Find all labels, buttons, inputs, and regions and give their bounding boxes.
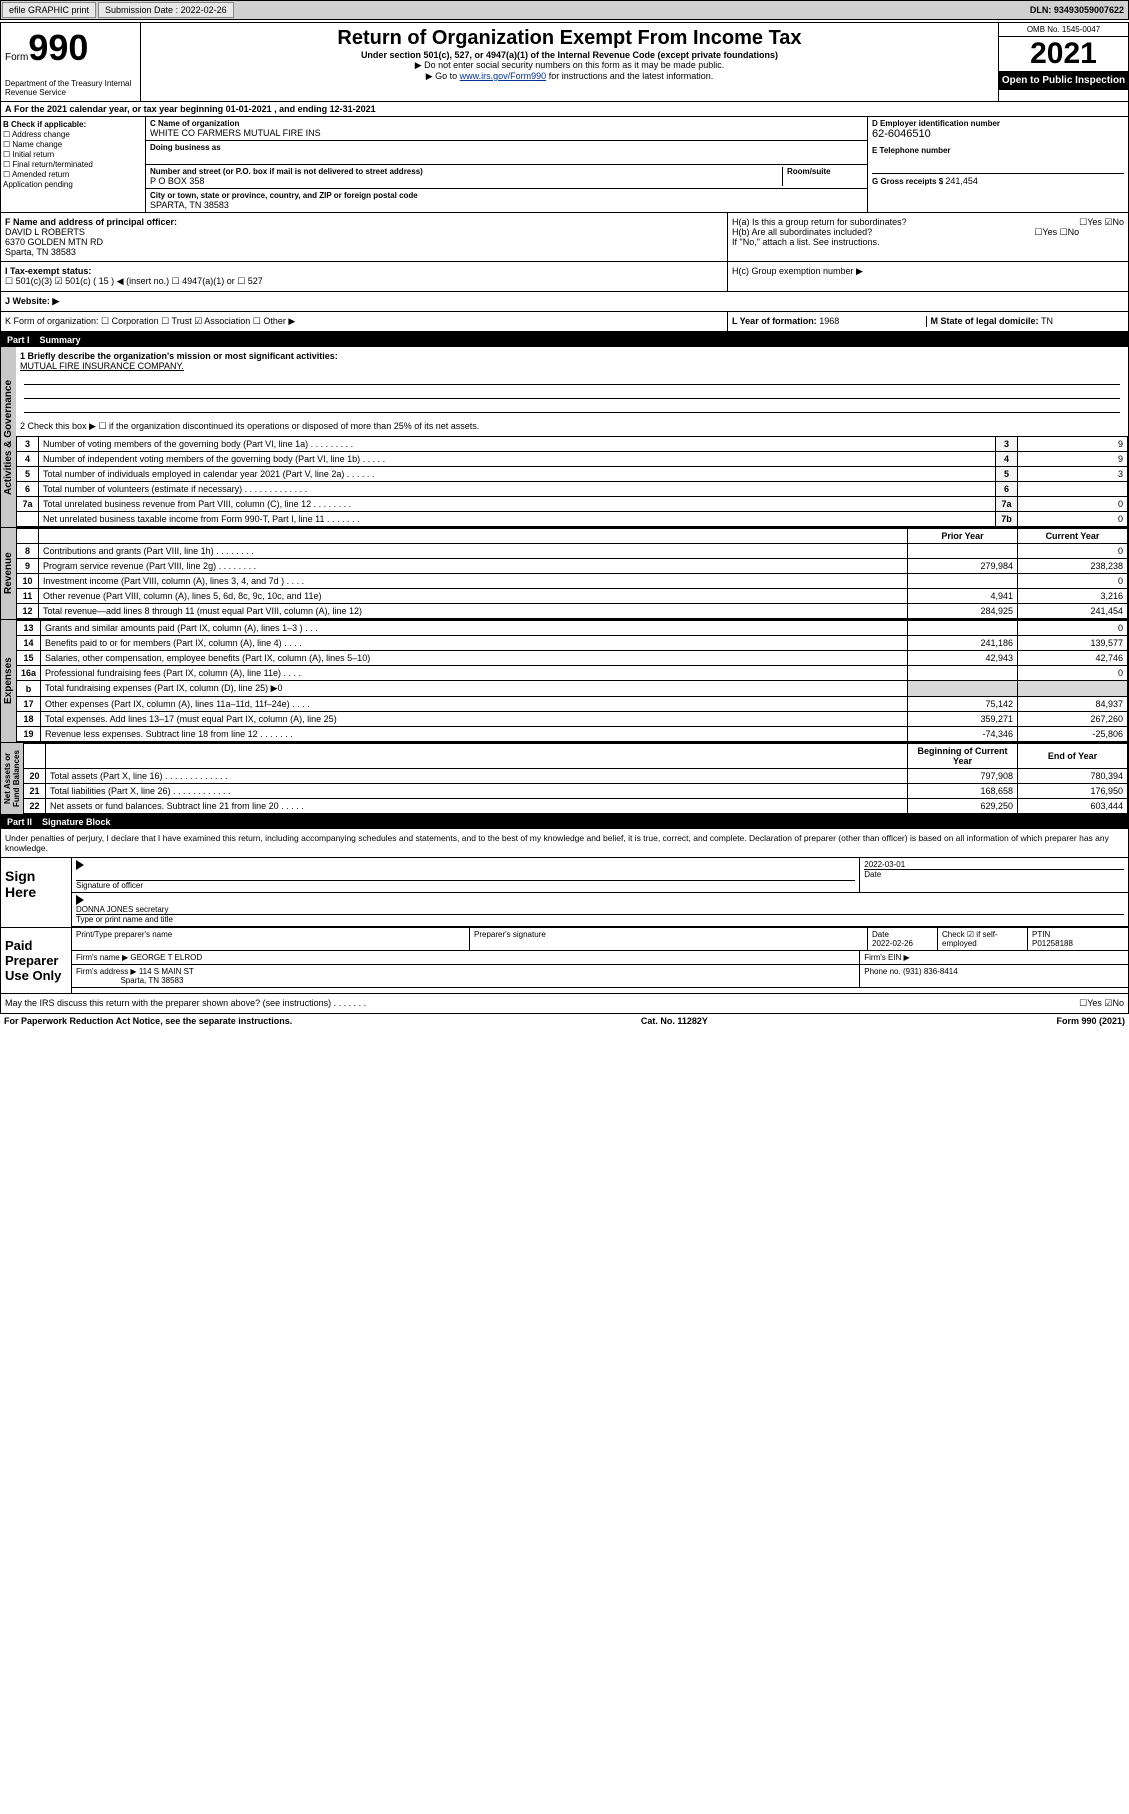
part-ii-header: Part II Signature Block: [1, 815, 1128, 829]
vtab-governance: Activities & Governance: [1, 347, 16, 527]
website-row: J Website: ▶: [1, 292, 1128, 312]
revenue-lines: Prior YearCurrent Year 8Contributions an…: [16, 528, 1128, 619]
irs-link[interactable]: www.irs.gov/Form990: [460, 71, 547, 81]
vtab-revenue: Revenue: [1, 528, 16, 619]
group-exemption: H(c) Group exemption number ▶: [728, 262, 1128, 291]
title-box: Return of Organization Exempt From Incom…: [141, 23, 998, 101]
efile-btn[interactable]: efile GRAPHIC print: [2, 2, 96, 18]
vtab-netassets: Net Assets orFund Balances: [1, 743, 23, 814]
group-return: H(a) Is this a group return for subordin…: [728, 213, 1128, 261]
discuss-row: May the IRS discuss this return with the…: [1, 993, 1128, 1013]
sign-here-block: Sign Here Signature of officer 2022-03-0…: [1, 857, 1128, 927]
top-bar: efile GRAPHIC print Submission Date : 20…: [0, 0, 1129, 20]
form-number-box: Form990 Department of the Treasury Inter…: [1, 23, 141, 101]
page-footer: For Paperwork Reduction Act Notice, see …: [0, 1014, 1129, 1028]
arrow-icon: [76, 895, 84, 905]
check-applicable: B Check if applicable: ☐ Address change …: [1, 117, 146, 212]
right-info: D Employer identification number 62-6046…: [868, 117, 1128, 212]
submission-btn[interactable]: Submission Date : 2022-02-26: [98, 2, 234, 18]
governance-lines: 3Number of voting members of the governi…: [16, 436, 1128, 527]
paid-preparer-block: Paid Preparer Use Only Print/Type prepar…: [1, 927, 1128, 993]
netasset-lines: Beginning of Current YearEnd of Year 20T…: [23, 743, 1128, 814]
form-org: K Form of organization: ☐ Corporation ☐ …: [1, 312, 728, 331]
arrow-icon: [76, 860, 84, 870]
year-box: OMB No. 1545-0047 2021 Open to Public In…: [998, 23, 1128, 101]
form-title: Return of Organization Exempt From Incom…: [145, 27, 994, 50]
period-row: A For the 2021 calendar year, or tax yea…: [1, 102, 1128, 117]
vtab-expenses: Expenses: [1, 620, 16, 742]
tax-exempt-status: I Tax-exempt status: ☐ 501(c)(3) ☑ 501(c…: [1, 262, 728, 291]
penalty-text: Under penalties of perjury, I declare th…: [1, 829, 1128, 857]
form-990: Form990 Department of the Treasury Inter…: [0, 22, 1129, 1014]
part-i-header: Part I Summary: [1, 333, 1128, 347]
dln: DLN: 93493059007622: [1026, 5, 1128, 15]
org-info: C Name of organization WHITE CO FARMERS …: [146, 117, 868, 212]
principal-officer: F Name and address of principal officer:…: [1, 213, 728, 261]
expense-lines: 13Grants and similar amounts paid (Part …: [16, 620, 1128, 742]
